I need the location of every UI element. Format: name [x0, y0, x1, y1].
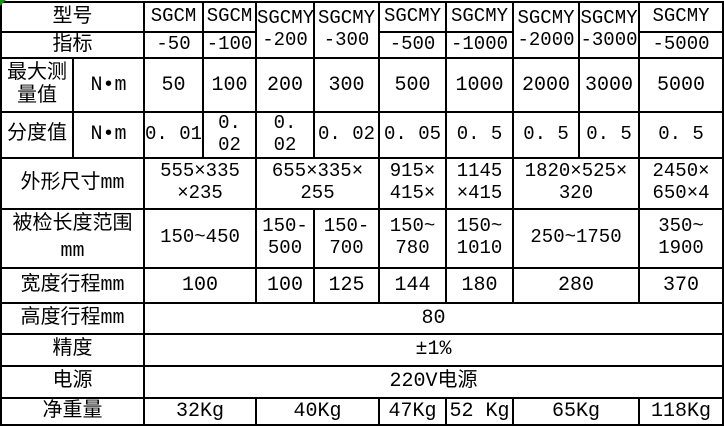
- model-number-cell: -100: [202, 31, 257, 59]
- value-cell: 0. 05: [378, 111, 447, 159]
- model-header-cell: SGCMY -200: [255, 1, 315, 59]
- value-cell: 300: [313, 57, 380, 113]
- value-cell: 125: [313, 266, 380, 304]
- value-cell: 118Kg: [638, 396, 724, 426]
- value-cell: 32Kg: [143, 396, 257, 426]
- table-row: 净重量 32Kg 40Kg 47Kg 52 Kg 65Kg 118Kg: [0, 396, 724, 426]
- value-cell: 100: [255, 266, 315, 304]
- value-cell: 220V电源: [143, 364, 724, 399]
- value-cell: 80: [143, 301, 724, 335]
- model-header-cell: SGCM: [143, 1, 204, 33]
- model-header-cell: SGCMY: [378, 1, 447, 33]
- value-cell: 180: [445, 266, 514, 304]
- value-cell: 52 Kg: [445, 396, 514, 426]
- division-label-cell: 分度值: [0, 111, 74, 159]
- table-row: 分度值 N•m 0. 01 0. 02 0. 02 0. 02 0. 05 0.…: [0, 111, 724, 159]
- value-cell: 370: [638, 266, 724, 304]
- value-cell: 47Kg: [378, 396, 447, 426]
- value-cell: 144: [378, 266, 447, 304]
- value-cell: 0. 5: [638, 111, 724, 159]
- table-row: 型号 SGCM SGCM SGCMY -200 SGCMY -300 SGCMY…: [0, 1, 724, 59]
- value-cell: 1820×525× 320: [512, 156, 640, 210]
- value-cell: 150- 700: [313, 207, 380, 269]
- value-cell: 150~ 1010: [445, 207, 514, 269]
- value-cell: 50: [143, 57, 204, 113]
- length-range-label-cell: 被检长度范围 mm: [0, 207, 145, 269]
- value-cell: 2000: [512, 57, 580, 113]
- index-label-cell: 指标: [0, 31, 145, 59]
- value-cell: 555×335 ×235: [143, 156, 257, 210]
- model-header-cell: SGCMY -2000: [512, 1, 580, 59]
- net-weight-label-cell: 净重量: [0, 396, 145, 426]
- value-cell: 40Kg: [255, 396, 380, 426]
- height-travel-label-cell: 高度行程mm: [0, 301, 145, 335]
- value-cell: 200: [255, 57, 315, 113]
- value-cell: 250~1750: [512, 207, 640, 269]
- model-header-cell: SGCMY -300: [313, 1, 380, 59]
- model-header-cell: SGCMY -3000: [578, 1, 640, 59]
- table-row: 外形尺寸mm 555×335 ×235 655×335× 255 915× 41…: [0, 156, 724, 210]
- value-cell: 150- 500: [255, 207, 315, 269]
- unit-cell: N•m: [72, 111, 145, 159]
- model-number-cell: -5000: [638, 31, 724, 59]
- value-cell: 1000: [445, 57, 514, 113]
- model-header-cell: SGCMY: [445, 1, 514, 33]
- value-cell: 0. 02: [255, 111, 315, 159]
- value-cell: 350~ 1900: [638, 207, 724, 269]
- accuracy-label-cell: 精度: [0, 332, 145, 367]
- value-cell: 0. 5: [512, 111, 580, 159]
- table-row: 最大测 量值 N•m 50 100 200 300 500 1000 2000 …: [0, 57, 724, 113]
- value-cell: ±1%: [143, 332, 724, 367]
- value-cell: 3000: [578, 57, 640, 113]
- model-header-cell: SGCM: [202, 1, 257, 33]
- model-number-cell: -500: [378, 31, 447, 59]
- value-cell: 655×335× 255: [255, 156, 380, 210]
- model-number-cell: -1000: [445, 31, 514, 59]
- value-cell: 280: [512, 266, 640, 304]
- dimensions-label-cell: 外形尺寸mm: [0, 156, 145, 210]
- value-cell: 0. 02: [202, 111, 257, 159]
- max-measure-label-cell: 最大测 量值: [0, 57, 74, 113]
- value-cell: 0. 01: [143, 111, 204, 159]
- screenshot-corner-artifact: [0, 0, 6, 6]
- table-row: 指标 -50 -100 -500 -1000 -5000: [0, 31, 724, 59]
- value-cell: 0. 5: [578, 111, 640, 159]
- table-row: 被检长度范围 mm 150~450 150- 500 150- 700 150~…: [0, 207, 724, 269]
- value-cell: 2450× 650×4: [638, 156, 724, 210]
- table-row: 宽度行程mm 100 100 125 144 180 280 370: [0, 266, 724, 304]
- value-cell: 0. 5: [445, 111, 514, 159]
- value-cell: 65Kg: [512, 396, 640, 426]
- power-label-cell: 电源: [0, 364, 145, 399]
- value-cell: 1145 ×415: [445, 156, 514, 210]
- width-travel-label-cell: 宽度行程mm: [0, 266, 145, 304]
- value-cell: 150~ 780: [378, 207, 447, 269]
- table-row: 电源 220V电源: [0, 364, 724, 399]
- value-cell: 100: [143, 266, 257, 304]
- value-cell: 150~450: [143, 207, 257, 269]
- table-row: 高度行程mm 80: [0, 301, 724, 335]
- value-cell: 915× 415×: [378, 156, 447, 210]
- value-cell: 100: [202, 57, 257, 113]
- value-cell: 0. 02: [313, 111, 380, 159]
- value-cell: 5000: [638, 57, 724, 113]
- model-header-cell: SGCMY: [638, 1, 724, 33]
- value-cell: 500: [378, 57, 447, 113]
- unit-cell: N•m: [72, 57, 145, 113]
- model-type-label-cell: 型号: [0, 1, 145, 33]
- model-number-cell: -50: [143, 31, 204, 59]
- table-row: 精度 ±1%: [0, 332, 724, 367]
